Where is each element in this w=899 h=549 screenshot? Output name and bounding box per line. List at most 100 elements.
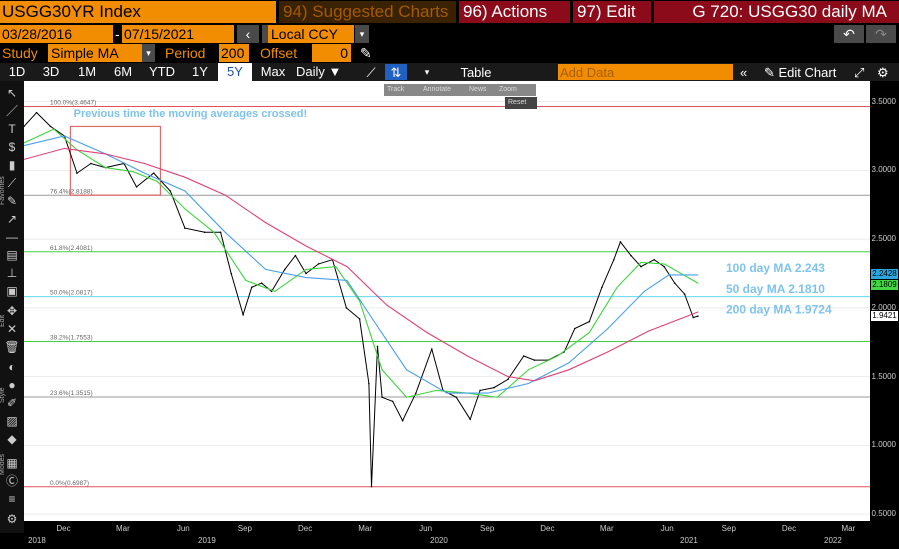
range-1d[interactable]: 1D	[8, 64, 26, 79]
chevron-down-icon[interactable]: ▾	[424, 67, 430, 77]
offset-label: Offset	[260, 45, 298, 61]
data-point	[663, 263, 665, 265]
horizontal-line-icon[interactable]: —	[6, 230, 18, 244]
gear-icon[interactable]: ⚙	[877, 65, 889, 80]
data-point	[573, 327, 576, 330]
range-max[interactable]: Max	[260, 64, 286, 79]
brush-icon[interactable]: ✐	[6, 396, 18, 410]
range-1y[interactable]: 1Y	[192, 64, 208, 79]
data-point	[250, 286, 253, 289]
actions-menu[interactable]: 96) Actions	[459, 1, 570, 23]
last-value-tag: 2.2428	[871, 269, 898, 280]
prev-period-icon[interactable]: ‹	[237, 25, 259, 43]
data-point	[616, 286, 618, 288]
edit-menu[interactable]: 97) Edit	[573, 1, 651, 23]
period-input[interactable]: 200	[219, 44, 249, 62]
data-point	[265, 268, 267, 270]
chevron-down-icon[interactable]: ▾	[355, 25, 369, 43]
x-tick-year: 2018	[28, 536, 46, 545]
annotation-icon[interactable]: ✎	[6, 194, 18, 208]
currency-select[interactable]: Local CCY	[268, 25, 354, 43]
data-point	[527, 383, 529, 384]
data-point	[305, 268, 307, 270]
mini-tool-annotate[interactable]: Annotate	[420, 84, 470, 96]
mode-layers-icon[interactable]: ≡	[8, 492, 16, 506]
mini-tool-track[interactable]: Track	[384, 84, 424, 96]
chart-plot-area[interactable]: 100.0%(3.4647) 76.4%(2.8188) 61.8%(2.4081)…	[23, 81, 870, 521]
data-point	[507, 376, 509, 378]
mode-grid-icon[interactable]: ▦	[6, 456, 18, 470]
range-1m[interactable]: 1M	[77, 64, 97, 79]
x-tick-month: Sep	[480, 524, 495, 533]
move-icon[interactable]: ✥	[6, 304, 18, 318]
data-point	[381, 369, 383, 371]
y-axis: 3.5000 3.0000 2.5000 2.0000 1.5000 1.0000 0.50…	[870, 81, 899, 521]
x-tick-month: Jun	[419, 524, 433, 533]
cursor-icon[interactable]: ↖	[6, 86, 18, 100]
stamp-icon[interactable]: ▣	[6, 284, 18, 298]
data-point	[90, 162, 92, 165]
delete-icon[interactable]: 🗑	[4, 340, 20, 354]
dollar-icon[interactable]: $	[8, 140, 16, 154]
price-chart[interactable]: 100.0%(3.4647) 76.4%(2.8188) 61.8%(2.4081)…	[23, 81, 870, 521]
data-point	[601, 286, 603, 289]
add-data-input[interactable]: Add Data	[558, 64, 733, 80]
palette-icon[interactable]: ◐	[8, 360, 16, 374]
mini-tool-reset[interactable]: Reset	[505, 97, 537, 109]
color-icon[interactable]: ●	[8, 378, 16, 392]
pattern-icon[interactable]: ▨	[6, 414, 18, 428]
data-point	[619, 241, 622, 243]
data-point	[406, 369, 408, 371]
draw-line-icon[interactable]: ／	[5, 104, 18, 118]
ruler-icon[interactable]: ▤	[6, 248, 18, 262]
range-3d[interactable]: 3D	[42, 64, 60, 79]
undo-icon[interactable]: ↶	[834, 25, 864, 43]
data-point	[335, 266, 337, 268]
suggested-charts-button[interactable]: 94) Suggested Charts	[279, 1, 456, 23]
pencil-icon[interactable]: ✎	[360, 45, 372, 61]
start-date-field[interactable]: 03/28/2016	[0, 25, 113, 43]
end-date-field[interactable]: 07/15/2021	[122, 25, 234, 43]
bar-chart-icon[interactable]: ⇅	[385, 64, 407, 80]
ma-label-ma50: 50 day MA 2.1810	[726, 282, 825, 296]
arrow-icon[interactable]: ↗	[6, 212, 18, 226]
mini-tool-zoom[interactable]: Zoom	[496, 84, 536, 96]
edit-chart-button[interactable]: ✎ Edit Chart	[764, 65, 837, 80]
data-point	[104, 153, 106, 155]
text-icon[interactable]: T	[8, 122, 16, 136]
ticker-field[interactable]: USGG30YR Index	[0, 1, 276, 23]
chevron-down-icon[interactable]: ▾	[142, 44, 155, 62]
data-point	[376, 345, 379, 348]
frequency-select[interactable]: Daily ▼	[296, 64, 342, 79]
data-point	[401, 419, 404, 422]
cross-icon[interactable]: ✕	[6, 322, 18, 336]
data-point	[697, 315, 699, 317]
redo-icon[interactable]: ↷	[866, 25, 896, 43]
data-point	[245, 279, 247, 281]
x-tick-month: Dec	[298, 524, 313, 533]
scale-icon[interactable]: ⊥	[6, 266, 18, 280]
line-chart-icon[interactable]: ⟋	[366, 65, 376, 80]
resize-icon[interactable]: ⤢	[854, 65, 865, 80]
trend-icon[interactable]: ⟋	[7, 176, 17, 190]
fill-icon[interactable]: ◆	[7, 432, 17, 446]
range-5y[interactable]: 5Y	[218, 63, 252, 81]
range-ytd[interactable]: YTD	[149, 64, 175, 79]
y-tick-label: 3.0000	[871, 165, 896, 175]
fib-label: 38.2%(1.7553)	[50, 335, 93, 342]
data-point	[640, 265, 642, 268]
collapse-icon[interactable]: «	[740, 65, 748, 80]
data-point	[104, 167, 106, 169]
table-button[interactable]: Table	[460, 65, 492, 80]
data-point	[507, 378, 509, 381]
data-point	[469, 418, 471, 421]
study-select[interactable]: Simple MA	[48, 44, 142, 62]
mini-tool-news[interactable]: News	[466, 84, 500, 96]
offset-input[interactable]: 0	[312, 44, 351, 62]
data-point	[345, 307, 348, 309]
settings-gear-icon[interactable]: ⚙	[6, 512, 18, 526]
highlight-icon[interactable]: ▮	[8, 158, 16, 172]
mode-c-icon[interactable]: Ⓒ	[5, 474, 18, 488]
range-6m[interactable]: 6M	[113, 64, 133, 79]
x-tick-year: 2022	[824, 536, 842, 545]
